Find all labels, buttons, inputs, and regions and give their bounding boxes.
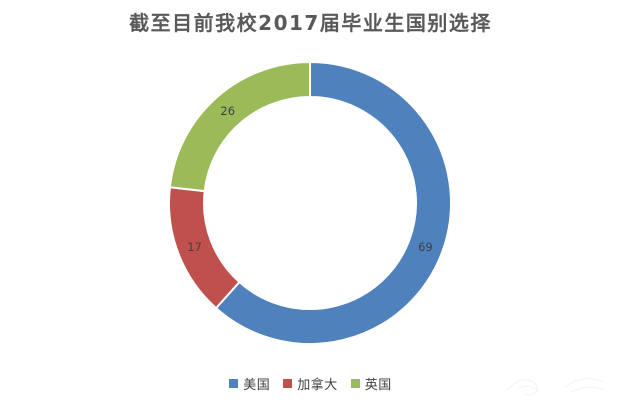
donut-slice-加拿大 bbox=[168, 186, 241, 310]
data-label-美国: 69 bbox=[418, 240, 433, 254]
legend-swatch bbox=[283, 379, 293, 388]
legend-item-美国: 美国 bbox=[229, 374, 270, 393]
legend-item-加拿大: 加拿大 bbox=[283, 374, 338, 393]
donut-slice-英国 bbox=[168, 61, 311, 193]
chart-title: 截至目前我校2017届毕业生国别选择 bbox=[129, 11, 492, 35]
chart-legend: 美国 加拿大 英国 bbox=[0, 374, 621, 393]
legend-label: 美国 bbox=[243, 378, 271, 393]
data-label-英国: 26 bbox=[220, 104, 235, 118]
legend-label: 加拿大 bbox=[297, 378, 338, 393]
legend-swatch bbox=[350, 379, 360, 388]
legend-swatch bbox=[229, 379, 239, 388]
watermark bbox=[506, 378, 606, 396]
data-label-加拿大: 17 bbox=[187, 240, 202, 254]
legend-item-英国: 英国 bbox=[350, 374, 392, 393]
legend-label: 英国 bbox=[364, 378, 392, 393]
donut-slice-美国 bbox=[215, 61, 452, 345]
